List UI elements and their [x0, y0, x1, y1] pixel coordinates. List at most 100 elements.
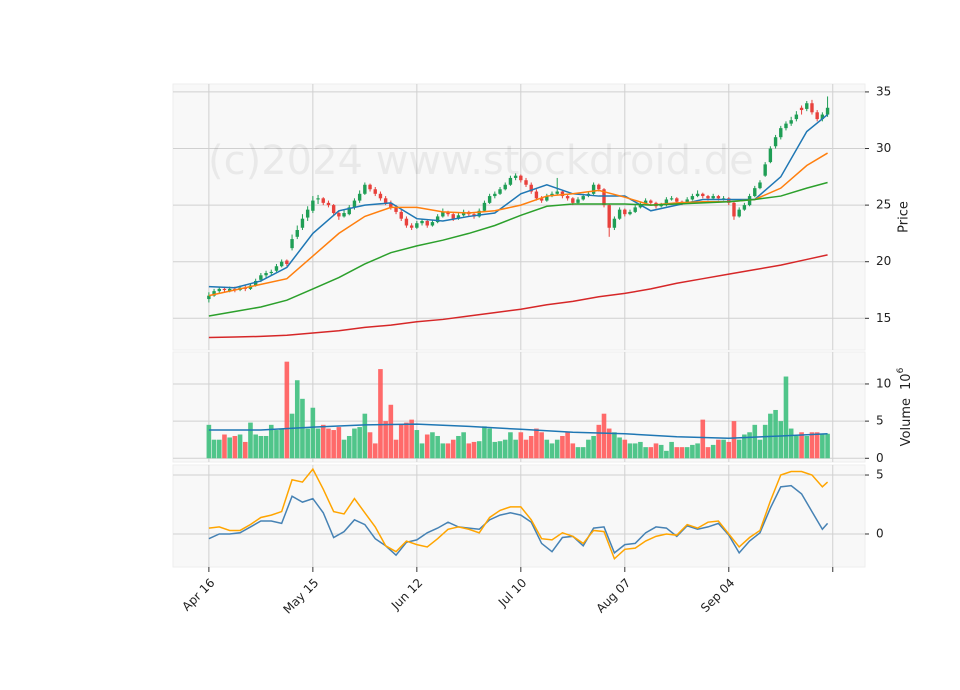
candle-body [706, 196, 710, 199]
y-tick-label: 15 [876, 311, 891, 325]
volume-bar [606, 428, 612, 459]
candle-body [274, 266, 279, 271]
volume-bar [310, 407, 316, 459]
candle-body [727, 198, 731, 203]
candle-body [519, 175, 523, 181]
candle-body [581, 196, 585, 200]
volume-bar [346, 435, 352, 459]
volume-bar [528, 435, 534, 459]
candle-body [508, 177, 513, 185]
candle-body [799, 107, 804, 111]
volume-bar [731, 421, 737, 459]
volume-bar [450, 439, 456, 459]
volume-bar [627, 443, 633, 459]
y-tick-label: 5 [876, 468, 884, 482]
y-axis-label: Price [897, 201, 912, 233]
candle-body [482, 202, 487, 211]
candle-body [373, 189, 377, 194]
x-tick-label: Apr 16 [179, 576, 217, 614]
candle-body [732, 202, 736, 217]
y-tick-label: 10 [876, 376, 891, 390]
volume-bar [643, 447, 648, 459]
volume-bar [596, 424, 602, 459]
volume-bar [424, 434, 430, 459]
candle-body [675, 198, 679, 202]
volume-bar [809, 432, 815, 459]
volume-bar [419, 443, 425, 459]
candle-body [316, 198, 320, 200]
panel-background [172, 464, 866, 568]
candle-body [305, 209, 310, 218]
candle-body [820, 114, 825, 120]
volume-bar [648, 447, 654, 459]
volume-bar [300, 398, 305, 459]
volume-bar [388, 404, 394, 459]
volume-bar [352, 428, 357, 459]
candle-body [399, 211, 403, 219]
candle-body [617, 209, 622, 219]
candle-body [742, 205, 747, 210]
volume-bar [804, 435, 810, 459]
y-tick-label: 20 [876, 254, 891, 268]
candle-body [539, 198, 544, 201]
candle-body [701, 193, 705, 197]
candle-body [264, 273, 268, 276]
candle-body [753, 188, 757, 197]
volume-bar [679, 447, 685, 459]
x-tick-label: Jun 12 [388, 576, 425, 613]
volume-bar [554, 439, 560, 459]
candle-body [576, 199, 580, 203]
volume-bar [487, 428, 492, 459]
candle-body [352, 200, 357, 208]
candle-body [461, 211, 466, 216]
candle-body [498, 189, 502, 194]
x-tick-label: Sep 04 [698, 576, 737, 615]
candle-body [815, 112, 819, 120]
candle-body [217, 288, 221, 292]
x-tick-label: Aug 07 [593, 576, 633, 616]
volume-bar [482, 426, 487, 459]
candle-body [737, 209, 741, 217]
volume-bar [742, 434, 747, 459]
volume-bar [716, 439, 721, 459]
volume-bar [622, 439, 628, 459]
y-tick-label: 25 [876, 198, 891, 212]
volume-bar [586, 439, 591, 459]
volume-bar [274, 430, 279, 459]
volume-bar [632, 443, 638, 459]
candle-body [311, 200, 315, 211]
volume-bar [612, 432, 617, 459]
volume-bar [575, 447, 581, 459]
candle-body [716, 196, 721, 199]
y-tick-label: 0 [876, 526, 884, 540]
volume-bar [560, 435, 565, 459]
volume-bar [305, 428, 310, 459]
candle-body [779, 128, 783, 138]
candle-body [503, 184, 507, 190]
volume-bar [549, 443, 555, 459]
volume-bar [398, 424, 404, 459]
candle-body [259, 275, 263, 280]
volume-bar [736, 439, 742, 459]
candle-body [295, 230, 299, 237]
volume-average [208, 423, 828, 439]
y-tick-label: 30 [876, 141, 891, 155]
volume-bar [669, 441, 674, 459]
volume-bar [820, 434, 825, 459]
volume-bar [757, 439, 763, 459]
volume-bar [799, 432, 804, 459]
watermark: (c)2024 www.stockdroid.de [208, 138, 754, 184]
y-tick-label: 35 [876, 84, 891, 98]
candle-body [628, 211, 632, 215]
volume-bar [492, 441, 498, 459]
volume-bar [258, 435, 264, 459]
candle-body [825, 107, 830, 115]
candle-body [513, 175, 518, 178]
candle-body [695, 193, 700, 197]
volume-bar [534, 428, 539, 459]
y-axis-label: Volume 106 [896, 367, 914, 446]
volume-bar [700, 419, 706, 459]
volume-bar [497, 441, 503, 459]
candle-body [649, 200, 653, 203]
candle-body [534, 191, 539, 199]
